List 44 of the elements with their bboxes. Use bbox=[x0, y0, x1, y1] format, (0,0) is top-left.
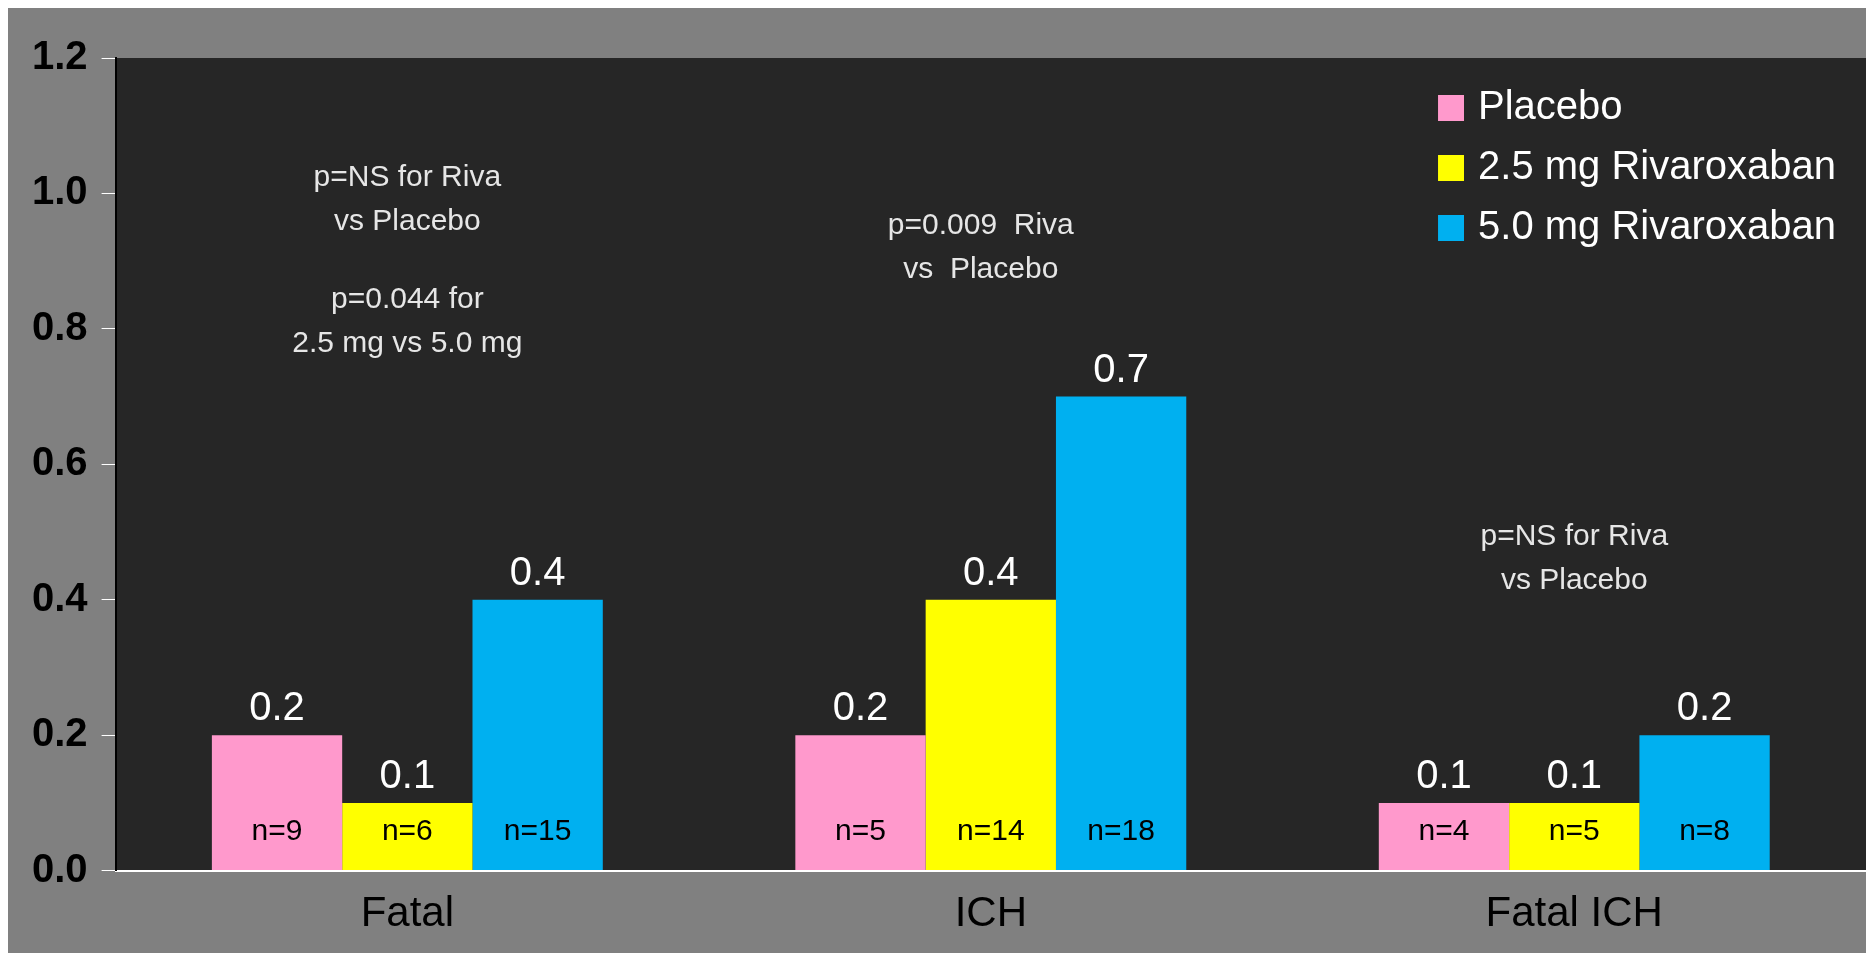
annotation: n=6 bbox=[381, 813, 433, 847]
annotation: n=5 bbox=[835, 813, 886, 847]
bar bbox=[1378, 802, 1510, 871]
data-label: 0.2 bbox=[1676, 684, 1733, 729]
data-label: 0.2 bbox=[832, 684, 889, 729]
annotation: n=4 bbox=[1418, 813, 1470, 847]
legend-label: 5.0 mg Rivaroxaban bbox=[1478, 203, 1836, 248]
data-label: 0.4 bbox=[509, 548, 566, 593]
data-label: 0.1 bbox=[1546, 751, 1603, 796]
annotation: n=18 bbox=[1087, 813, 1155, 847]
annotation: n=15 bbox=[503, 813, 572, 847]
annotation: p=NS for Riva vs Placebo bbox=[313, 159, 502, 237]
bar bbox=[1509, 802, 1640, 871]
y-tick-label: 1.0 bbox=[32, 168, 88, 213]
data-label: 0.2 bbox=[249, 684, 305, 729]
annotation: n=9 bbox=[251, 813, 303, 847]
data-label: 0.1 bbox=[379, 751, 436, 796]
annotation: p=NS for Riva vs Placebo bbox=[1480, 518, 1669, 596]
legend-label: Placebo bbox=[1478, 83, 1623, 128]
data-label: 0.1 bbox=[1416, 751, 1472, 796]
y-tick-label: 0.6 bbox=[32, 439, 88, 484]
y-tick-label: 1.2 bbox=[32, 33, 88, 78]
bar bbox=[342, 802, 473, 871]
bar bbox=[472, 599, 603, 871]
y-tick-label: 0.2 bbox=[32, 710, 88, 755]
bar bbox=[795, 735, 926, 871]
x-tick-label: Fatal bbox=[360, 888, 455, 936]
annotation: p=0.009 Riva vs Placebo bbox=[887, 206, 1075, 284]
y-tick-label: 0.8 bbox=[32, 303, 88, 348]
bar bbox=[1055, 396, 1187, 871]
annotation: n=14 bbox=[957, 813, 1025, 847]
annotation: n=5 bbox=[1548, 813, 1600, 847]
bar bbox=[1639, 735, 1770, 871]
x-tick-label: ICH bbox=[954, 888, 1027, 936]
y-tick-label: 0.4 bbox=[32, 574, 89, 619]
bar bbox=[211, 735, 343, 871]
y-tick-label: 0.0 bbox=[32, 845, 88, 890]
annotation: p=0.044 for 2.5 mg vs 5.0 mg bbox=[292, 281, 523, 359]
bar bbox=[925, 599, 1056, 871]
legend-label: 2.5 mg Rivaroxaban bbox=[1478, 143, 1836, 188]
x-tick-label: Fatal ICH bbox=[1485, 888, 1663, 936]
annotation: n=8 bbox=[1679, 813, 1731, 847]
data-label: 0.7 bbox=[1093, 345, 1149, 390]
data-label: 0.4 bbox=[963, 548, 1019, 593]
